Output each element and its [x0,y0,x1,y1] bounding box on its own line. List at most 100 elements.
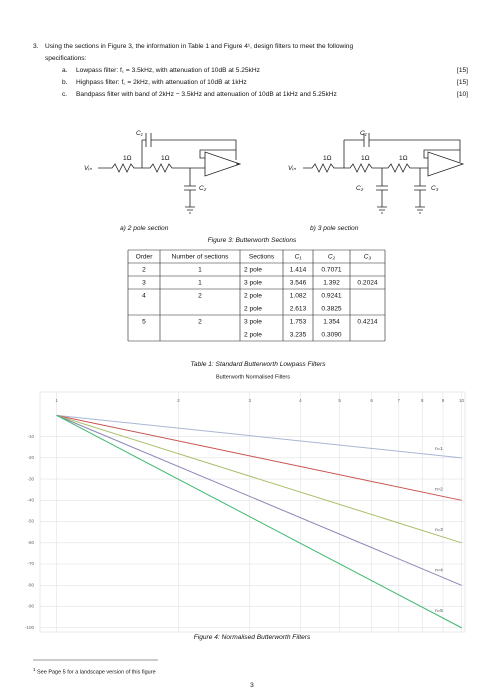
x-tick-label: 6 [370,398,373,403]
series-line [56,414,462,586]
series-line [56,414,462,501]
table-cell: 3 pole [244,318,262,325]
circuit-a: C₁ 1Ω 1Ω C₂ Vᵢₙ a) 2 pole section [84,130,242,232]
series-line [56,414,462,544]
item-text: Bandpass filter with band of 2kHz − 3.5k… [76,91,337,98]
x-tick-label: 10 [459,398,465,403]
y-tick-label: -40 [27,498,34,503]
capacitor-label: C₁ [136,130,143,137]
table-header: C₂ [328,253,336,260]
table-cell: 2 [142,266,146,273]
table-cell: 0.9241 [321,292,342,299]
table-header: Order [136,253,154,260]
table-cell: 1.082 [290,292,307,299]
table-cell: 2 pole [244,305,262,312]
capacitor-label: C₁ [360,130,367,137]
resistor-label: 1Ω [399,155,408,162]
capacitor-label: C₂ [199,185,207,192]
figure-caption: Figure 3: Butterworth Sections [208,237,297,244]
table-header: C₃ [364,253,372,260]
table-cell: 2.613 [290,305,307,312]
x-tick-label: 5 [338,398,341,403]
page-number: 3 [250,682,254,689]
series-label: n=1 [435,446,443,451]
y-tick-label: -100 [25,625,35,630]
circuit-caption: a) 2 pole section [120,225,169,232]
chart-title: Butterworth Normalised Filters [216,374,290,380]
y-tick-label: -10 [27,434,34,439]
item-text: Lowpass filter: f꜀ = 3.5kHz, with attenu… [76,67,260,74]
item-text: Highpass filter: f꜀ = 2kHz, with attenua… [76,79,247,86]
x-tick-label: 4 [299,398,302,403]
table-cell: 2 [198,292,202,299]
table-cell: 5 [142,318,146,325]
x-tick-label: 1 [55,398,58,403]
table-cell: 1 [198,266,202,273]
resistor-label: 1Ω [361,155,370,162]
item-letter: a. [62,67,68,74]
item-marks: [10] [457,91,468,98]
table-header: Sections [249,253,275,260]
y-tick-label: -80 [27,582,34,587]
circuit-caption: b) 3 pole section [310,225,359,232]
table-cell: 1.753 [290,318,307,325]
y-tick-label: -60 [27,540,34,545]
table-cell: 3 [142,279,146,286]
footnote-mark: 1 [33,667,36,672]
question-text: Using the sections in Figure 3, the info… [45,43,353,50]
y-tick-label: -50 [27,519,34,524]
series-label: n=4 [435,568,443,573]
x-tick-label: 8 [421,398,424,403]
item-letter: c. [62,91,67,98]
y-tick-label: -20 [27,455,34,460]
table-cell: 3.546 [290,279,307,286]
y-tick-label: -30 [27,476,34,481]
table-cell: 2 pole [244,331,262,338]
table-cell: 1.414 [290,266,307,273]
item-letter: b. [62,79,68,86]
table-cell: 2 pole [244,266,262,273]
capacitor-label: C₃ [431,185,439,192]
series-line [56,414,462,629]
input-label: Vᵢₙ [84,165,92,172]
table-cell: 0.4214 [357,318,378,325]
input-label: Vᵢₙ [288,165,296,172]
table-cell: 4 [142,292,146,299]
question-text: specifications: [45,55,87,62]
item-marks: [15] [457,79,468,86]
table-cell: 1 [198,279,202,286]
table-cell: 0.2024 [357,279,378,286]
y-tick-label: -90 [27,604,34,609]
table-caption: Table 1: Standard Butterworth Lowpass Fi… [191,361,327,368]
table-cell: 1.354 [323,318,340,325]
table-cell: 0.3090 [321,331,342,338]
table-header: Number of sections [172,253,230,260]
table-header: C₁ [295,253,302,260]
series-label: n=3 [435,527,443,532]
footnote: See Page 5 for a landscape version of th… [37,669,156,675]
resistor-label: 1Ω [161,155,170,162]
circuit-b: C₁ 1Ω 1Ω 1Ω C₂ C₃ Vᵢₙ b) 3 pole section [288,130,465,232]
table-cell: 2 pole [244,292,262,299]
table-cell: 2 [198,318,202,325]
table-cell: 3.235 [290,331,307,338]
item-marks: [15] [457,67,468,74]
table-cell: 0.7071 [321,266,342,273]
y-tick-label: -70 [27,561,34,566]
x-tick-label: 9 [442,398,445,403]
table-cell: 1.392 [323,279,340,286]
series-label: n=5 [435,608,443,613]
x-tick-label: 3 [249,398,252,403]
table-cell: 3 pole [244,279,262,286]
series-label: n=2 [435,487,443,492]
x-tick-label: 2 [177,398,180,403]
table-cell: 0.3825 [321,305,342,312]
series-line [56,414,462,459]
question-number: 3. [33,43,39,50]
resistor-label: 1Ω [323,155,332,162]
capacitor-label: C₂ [356,185,364,192]
figure-caption: Figure 4: Normalised Butterworth Filters [194,634,311,641]
x-tick-label: 7 [398,398,401,403]
resistor-label: 1Ω [123,155,132,162]
